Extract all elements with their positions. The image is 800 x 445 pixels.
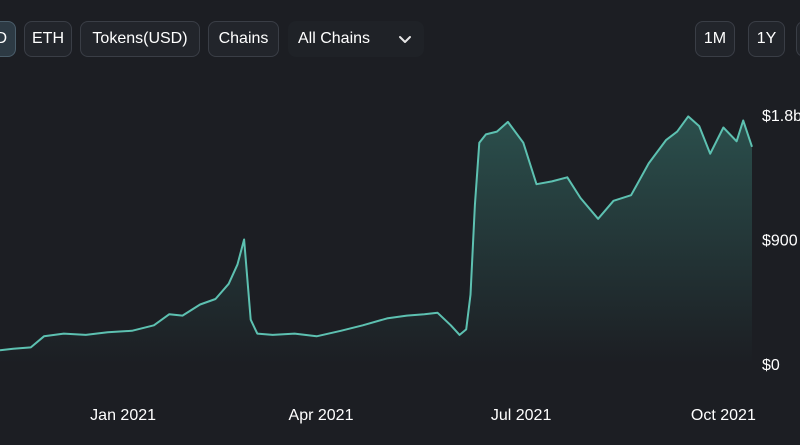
x-tick-label: Jan 2021	[90, 407, 156, 424]
x-tick-label: Jul 2021	[491, 407, 552, 424]
y-tick-label: $0	[762, 357, 780, 374]
toolbar: D ETH Tokens(USD) Chains All Chains 1M 1…	[0, 21, 800, 57]
y-tick-label: $1.8b	[762, 108, 800, 125]
chains-button[interactable]: Chains	[208, 21, 279, 57]
range-button-1m[interactable]: 1M	[695, 21, 735, 57]
chevron-down-icon	[398, 21, 412, 57]
x-tick-label: Oct 2021	[691, 407, 756, 424]
series-line	[0, 115, 753, 352]
range-button-1y[interactable]: 1Y	[748, 21, 785, 57]
area-fill	[0, 116, 752, 365]
denomination-button-usd[interactable]: D	[0, 21, 16, 57]
chain-select[interactable]: All Chains	[288, 21, 424, 57]
chain-select-value: All Chains	[298, 30, 371, 47]
y-tick-label: $900	[762, 233, 798, 250]
x-tick-label: Apr 2021	[289, 407, 354, 424]
denomination-button-eth[interactable]: ETH	[24, 21, 72, 57]
tokens-usd-button[interactable]: Tokens(USD)	[80, 21, 200, 57]
